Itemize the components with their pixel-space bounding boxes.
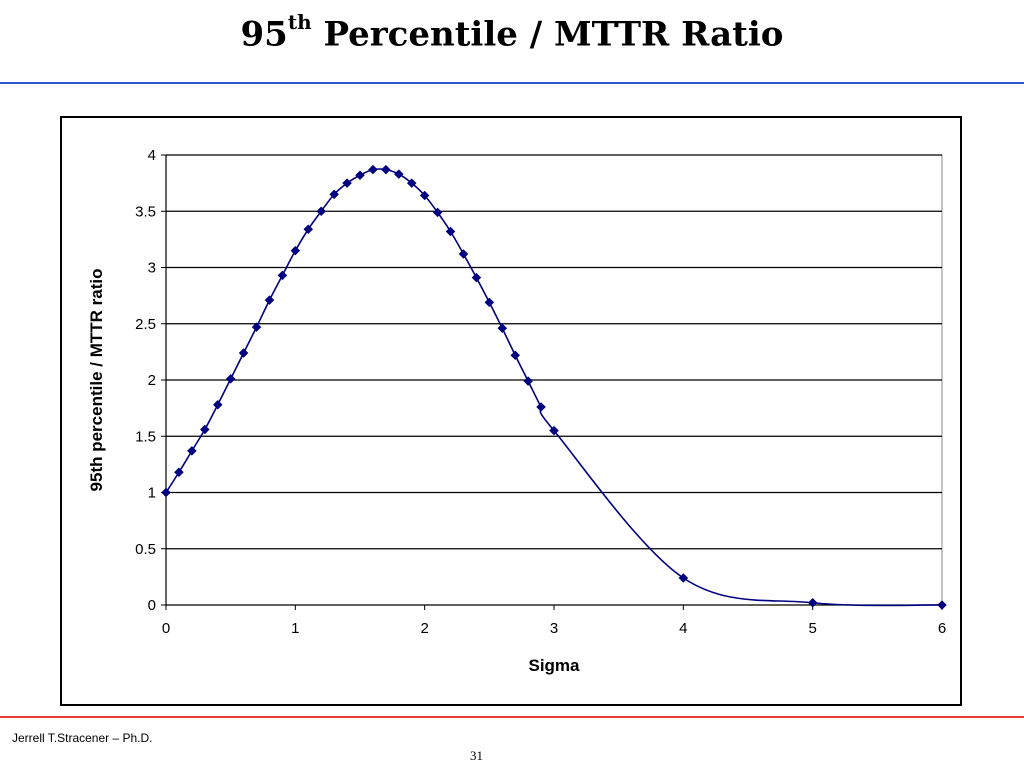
x-axis-label: Sigma (528, 656, 580, 675)
data-point (264, 295, 275, 305)
data-point (251, 322, 262, 332)
y-tick-label: 4 (148, 147, 156, 164)
data-point (174, 467, 184, 478)
data-point (355, 170, 365, 181)
data-point (342, 178, 352, 188)
data-point (471, 272, 482, 283)
footer-divider (0, 716, 1024, 718)
title-main: 95 (240, 14, 288, 55)
y-tick-label: 0 (148, 597, 156, 614)
data-point (212, 399, 223, 410)
data-point (303, 224, 314, 235)
data-point (406, 178, 417, 188)
x-tick-label: 2 (420, 620, 428, 637)
data-point (187, 446, 197, 456)
data-point (368, 164, 378, 175)
data-point (445, 226, 456, 237)
data-point (549, 425, 559, 436)
y-tick-label: 3.5 (135, 203, 156, 220)
x-tick-label: 4 (679, 620, 687, 637)
x-tick-label: 6 (938, 620, 946, 637)
data-point (393, 169, 404, 179)
x-tick-label: 0 (162, 620, 170, 637)
data-point (937, 600, 947, 610)
data-point (484, 297, 495, 308)
x-tick-label: 3 (550, 620, 558, 637)
y-tick-label: 0.5 (135, 541, 156, 558)
data-point (238, 348, 249, 358)
title-divider (0, 82, 1024, 84)
data-point (329, 189, 339, 200)
y-axis-label: 95th percentile / MTTR ratio (87, 269, 106, 492)
data-point (510, 350, 521, 361)
y-tick-label: 1 (148, 485, 156, 502)
x-tick-label: 5 (808, 620, 816, 637)
data-point (199, 424, 210, 435)
data-point (432, 207, 443, 218)
data-point (381, 164, 391, 175)
y-tick-label: 1.5 (135, 428, 156, 445)
y-tick-label: 2.5 (135, 316, 156, 333)
data-point (290, 245, 301, 256)
title-superscript: th (287, 10, 312, 34)
data-point (497, 323, 508, 334)
data-point (316, 206, 327, 217)
data-point (807, 597, 818, 608)
series-line (165, 168, 943, 607)
data-point (161, 487, 171, 498)
footer-author: Jerrell T.Stracener – Ph.D. (12, 731, 153, 745)
y-tick-label: 2 (148, 372, 156, 389)
chart-frame: 0 0.5 1 1.5 2 2.5 3 3.5 4 0 1 2 3 4 5 6 Sigma 95th percen… (60, 116, 962, 706)
page-number: 31 (470, 748, 483, 763)
data-point (277, 270, 288, 281)
data-point (523, 376, 533, 386)
chart: 0 0.5 1 1.5 2 2.5 3 3.5 4 0 1 2 3 4 5 6 Sigma 95th percen… (87, 147, 947, 675)
data-point (678, 573, 689, 583)
data-point (536, 402, 546, 412)
slide-title: 95th Percentile / MTTR Ratio (0, 10, 1024, 55)
data-point (419, 190, 430, 201)
data-point (458, 249, 469, 259)
title-rest: Percentile / MTTR Ratio (311, 14, 784, 55)
data-point (225, 374, 236, 384)
y-tick-label: 3 (148, 260, 156, 277)
x-tick-label: 1 (291, 620, 299, 637)
